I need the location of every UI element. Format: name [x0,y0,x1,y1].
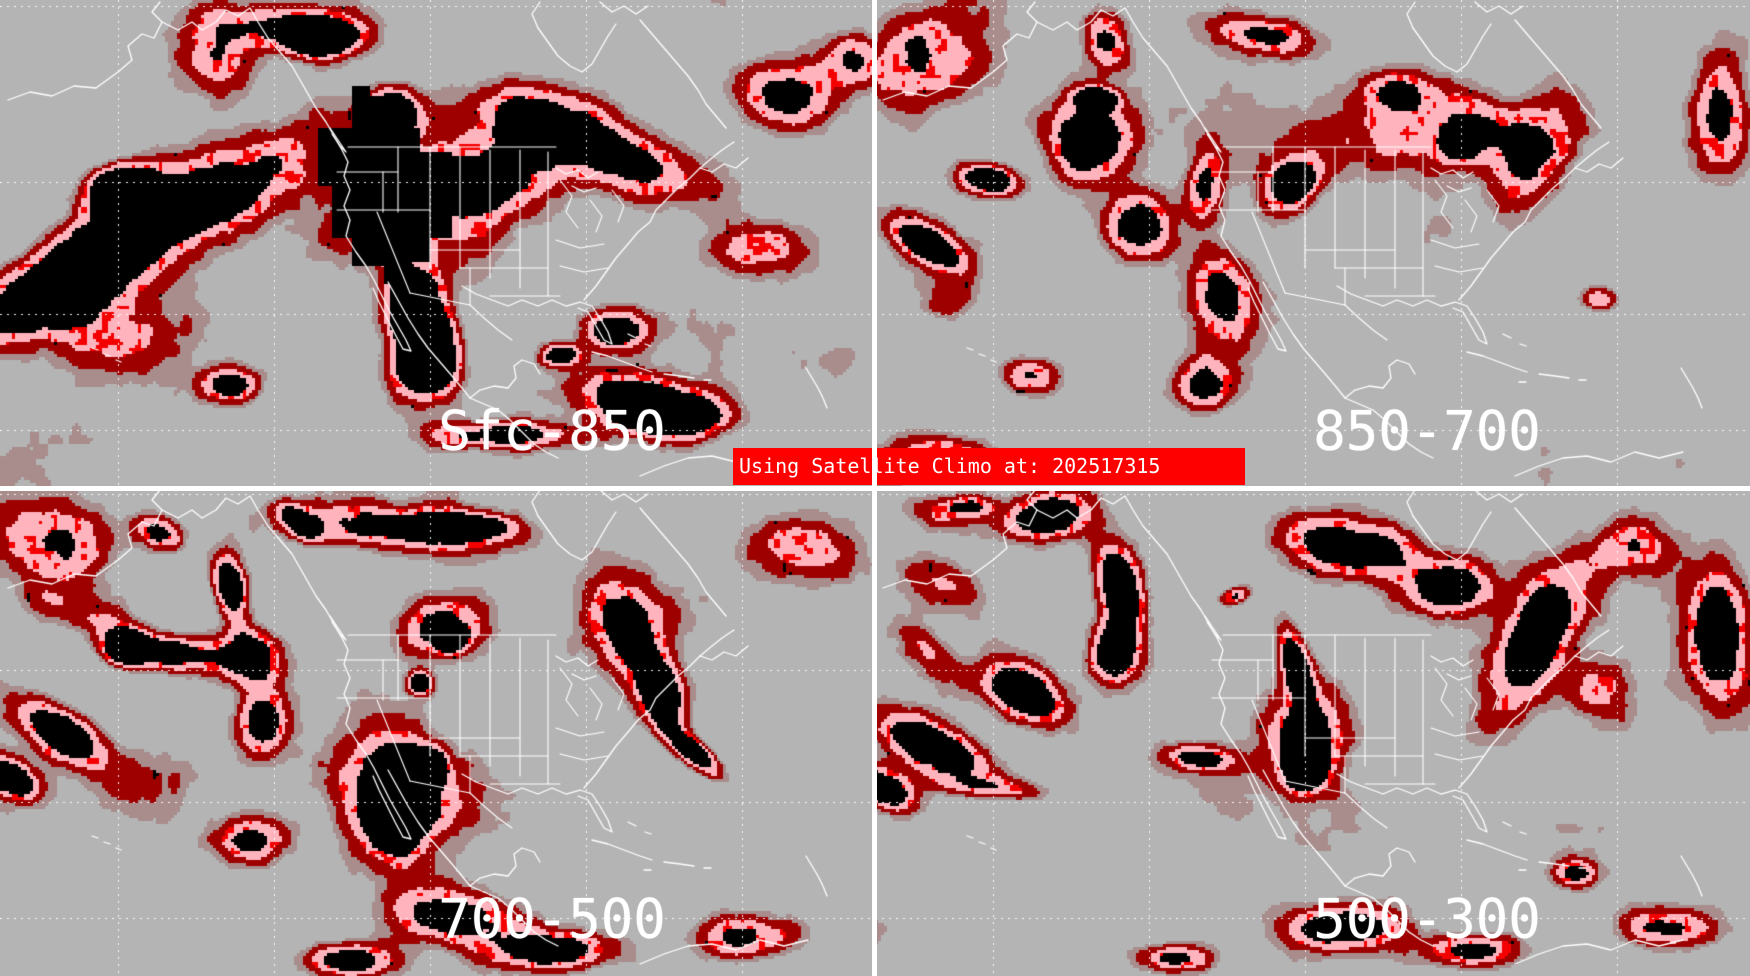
satellite-map-canvas-850-700 [875,0,1750,488]
panel-label-850-700: 850-700 [1313,399,1541,463]
panel-500-300: 500-300 [875,488,1750,976]
panel-850-700: 850-700 [875,0,1750,488]
panel-label-sfc-850: Sfc-850 [438,399,666,463]
satellite-map-canvas-500-300 [875,488,1750,976]
panel-sfc-850: Sfc-850 [0,0,875,488]
panel-label-500-300: 500-300 [1313,887,1541,951]
panel-700-500: 700-500 [0,488,875,976]
satellite-map-canvas-sfc-850 [0,0,875,488]
panel-label-700-500: 700-500 [438,887,666,951]
status-banner: Using Satellite Climo at: 202517315 [733,448,1245,485]
panel-divider-horizontal [0,486,1750,491]
satellite-map-canvas-700-500 [0,488,875,976]
